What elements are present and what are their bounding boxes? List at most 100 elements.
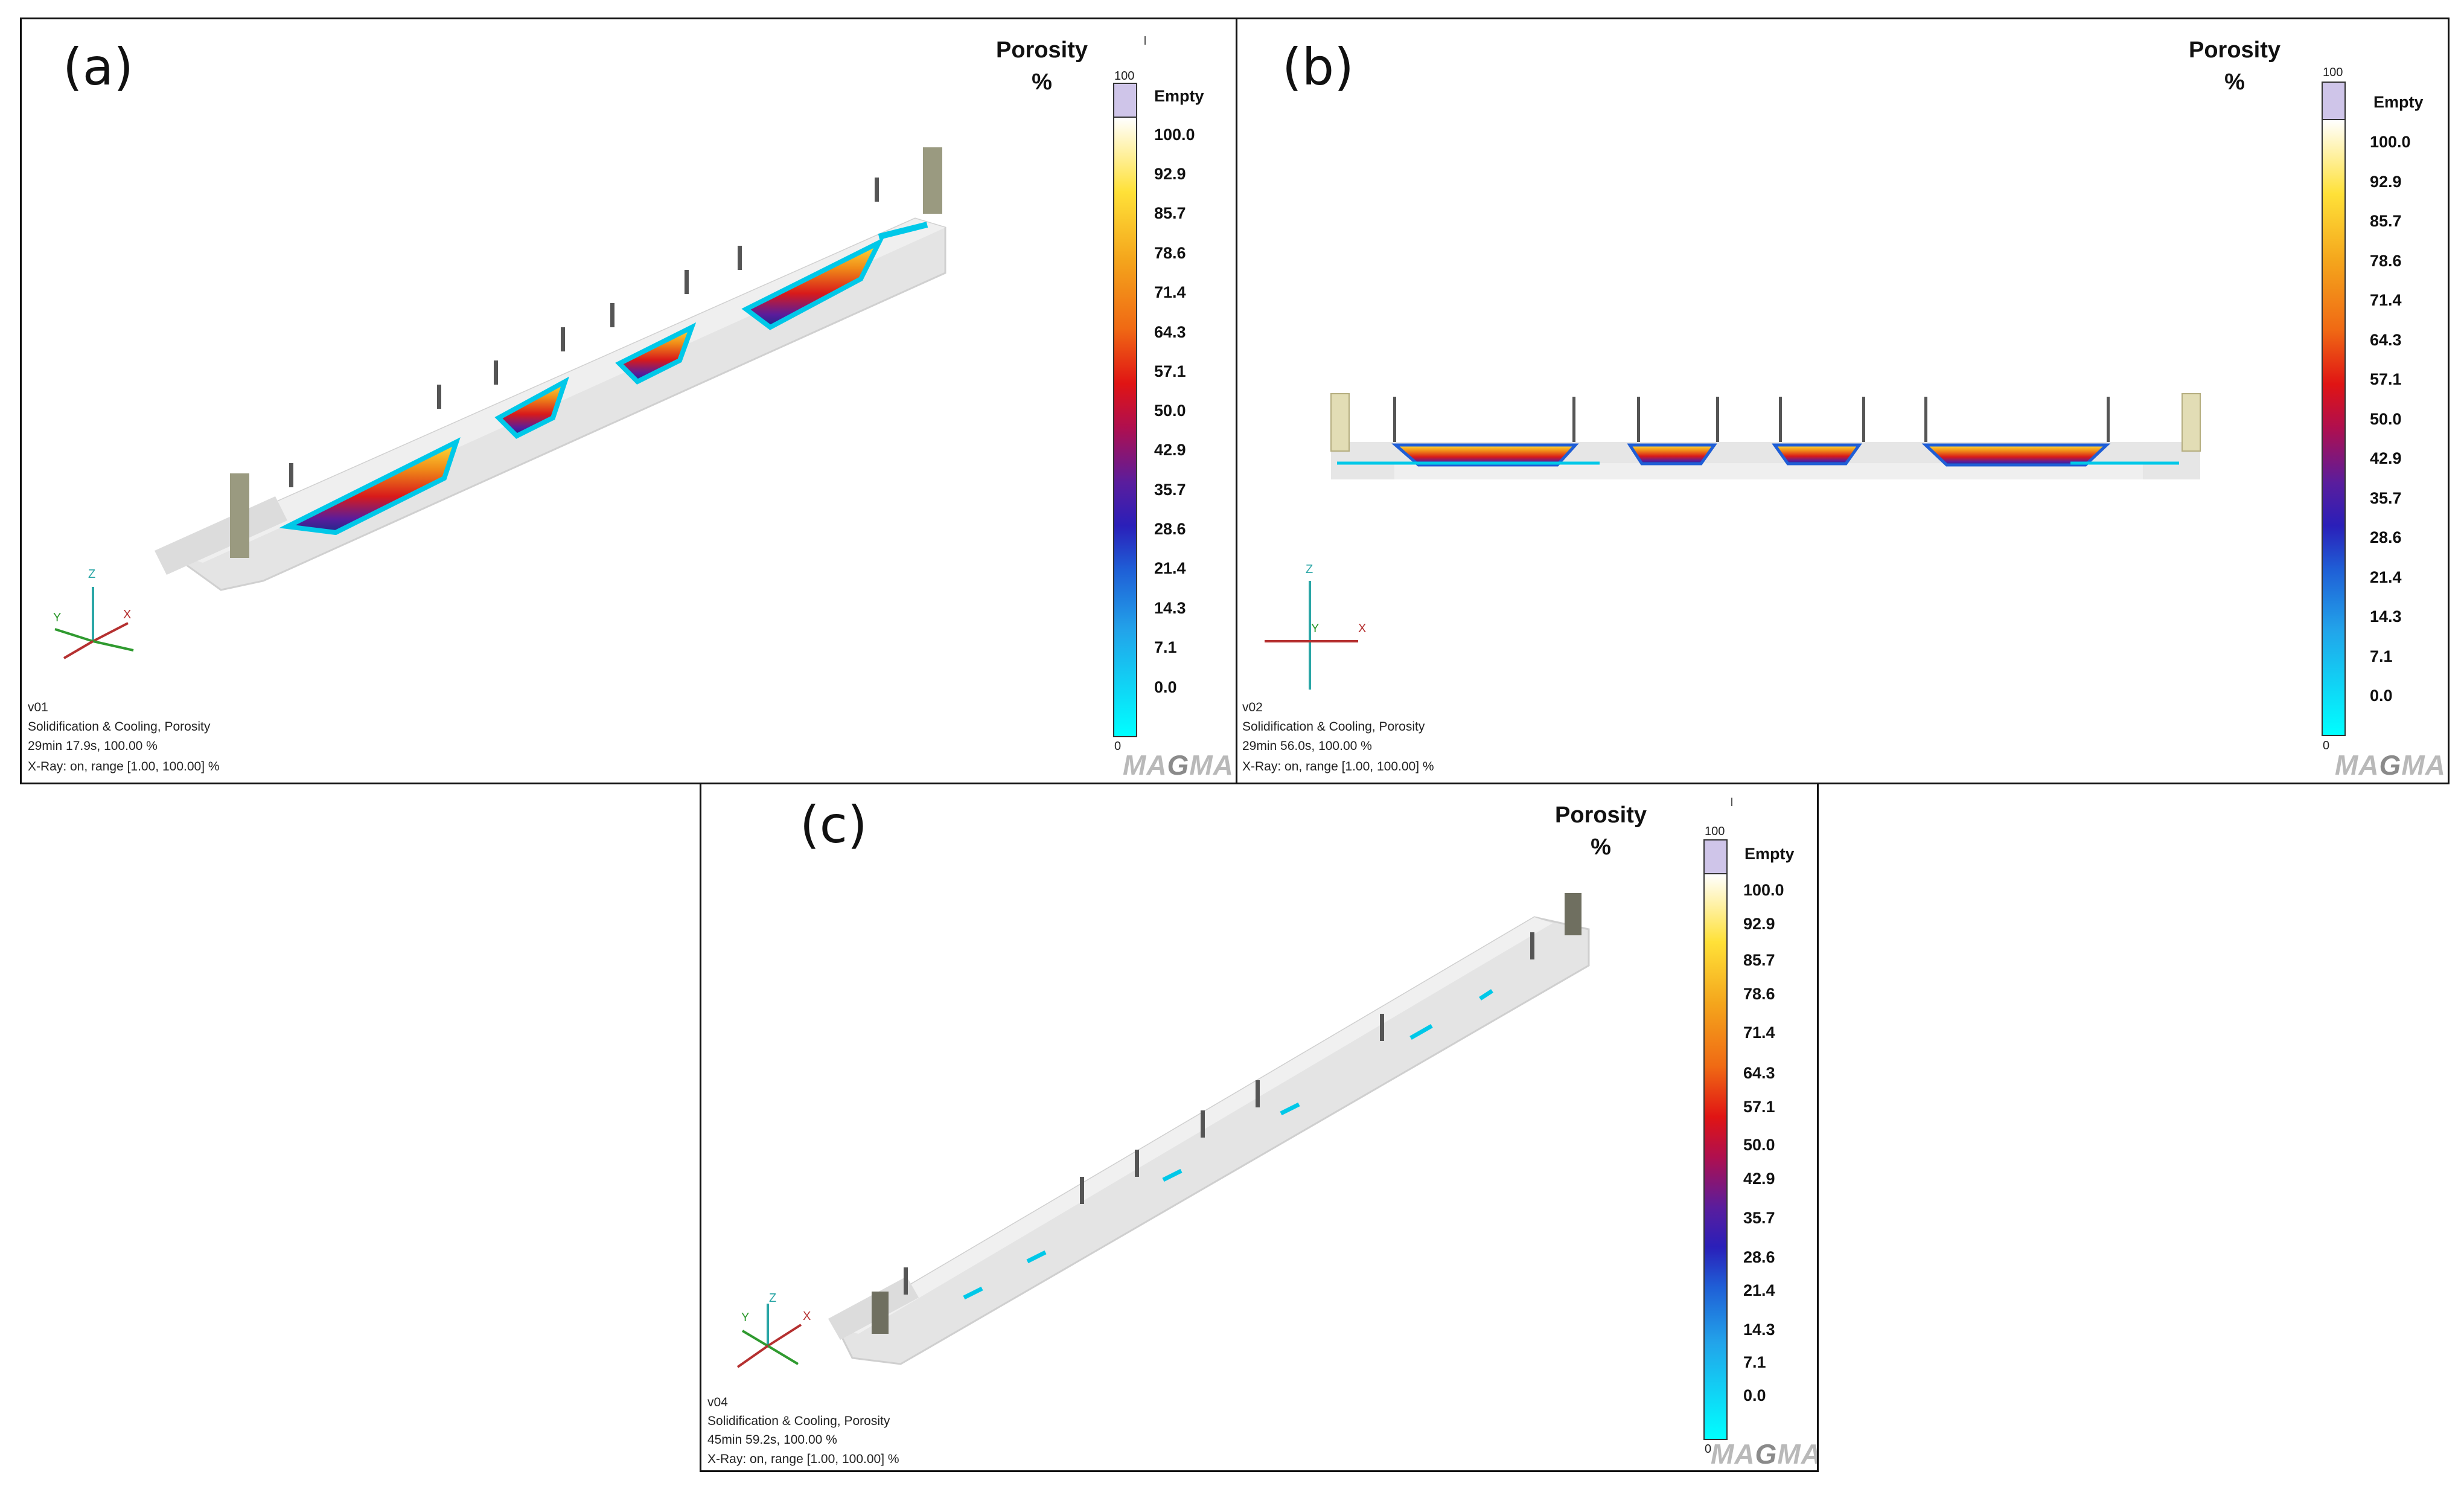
info-version: v02 [1242, 700, 1263, 714]
tick-label: 64.3 [1743, 1064, 1775, 1082]
porosity-pocket [1627, 443, 1717, 466]
tick-label: 100.0 [2370, 133, 2411, 151]
axis-x-label: X [123, 608, 132, 621]
riser [1565, 893, 1581, 935]
tick-label: 100.0 [1154, 126, 1195, 144]
info-time: 29min 17.9s, 100.00 % [28, 739, 158, 753]
logo-part: MA [2401, 749, 2446, 781]
casting-bottom [1394, 463, 2143, 479]
logo-part: G [1755, 1438, 1778, 1470]
casting-side-view [1265, 393, 2201, 690]
colorbar-empty-segment [2322, 82, 2346, 120]
info-result-type: Solidification & Cooling, Porosity [707, 1414, 890, 1428]
casting-top-face [837, 917, 1553, 1334]
porosity-pocket [615, 322, 697, 385]
tick-label: 7.1 [2370, 647, 2393, 665]
panel-letter: (b) [1282, 37, 1354, 97]
magma-logo: MAGMA [1123, 749, 1234, 781]
porosity-pocket [1391, 443, 1579, 467]
info-version: v04 [707, 1395, 728, 1409]
riser [230, 473, 249, 558]
tick-label: 28.6 [1154, 520, 1186, 538]
logo-part: MA [2335, 749, 2379, 781]
legend-empty-label: Empty [1154, 87, 1204, 105]
casting-3d-view [736, 893, 1590, 1368]
tick-label: 35.7 [1743, 1209, 1775, 1227]
colorbar [2322, 119, 2346, 736]
tick-label: 21.4 [1743, 1281, 1775, 1299]
tick-label: 14.3 [1743, 1321, 1775, 1339]
legend-title: Porosity % [1546, 799, 1655, 863]
legend-empty-label: Empty [2373, 93, 2424, 111]
porosity-trace [878, 222, 928, 240]
tick-label: 71.4 [1154, 283, 1186, 301]
tick-label: 57.1 [2370, 370, 2402, 388]
axis-z-label: Z [769, 1292, 777, 1305]
porosity-pocket [741, 237, 884, 330]
legend-title: Porosity % [2180, 34, 2289, 98]
legend-range-min: 0 [1114, 740, 1122, 753]
legend-unit: % [1591, 834, 1611, 860]
riser [923, 147, 942, 214]
legend-unit: % [1032, 69, 1052, 95]
tick-label: 85.7 [1154, 204, 1186, 222]
tick-label: 64.3 [1154, 323, 1186, 341]
logo-part: MA [1123, 749, 1167, 781]
panel-b: (b) Z Y [1236, 18, 2450, 784]
axis-x-label: X [803, 1310, 811, 1323]
tick-label: 0.0 [1154, 678, 1177, 696]
porosity-pocket [1921, 443, 2111, 467]
tick-label: 14.3 [2370, 607, 2402, 626]
logo-part: MA [1777, 1438, 1819, 1470]
axis-y-label: Y [741, 1311, 750, 1324]
tick-label: 85.7 [2370, 212, 2402, 230]
axis-z-label: Z [88, 568, 96, 581]
porosity-pocket [279, 437, 461, 536]
colorbar-empty-segment [1703, 839, 1728, 874]
axis-y-label: Y [53, 611, 62, 624]
tick-label: 35.7 [2370, 489, 2402, 507]
legend-title-text: Porosity [1554, 802, 1647, 828]
tick-label: 7.1 [1743, 1353, 1766, 1371]
axis-triad [736, 1304, 802, 1368]
legend-title: Porosity % [988, 34, 1096, 98]
tick-label: 71.4 [1743, 1023, 1775, 1042]
tick-label: 57.1 [1154, 362, 1186, 380]
porosity-traces [963, 989, 1493, 1300]
magma-logo: MAGMA [2335, 749, 2446, 781]
tick-label: 100.0 [1743, 881, 1784, 899]
logo-part: G [2379, 749, 2402, 781]
axis-triad [54, 587, 134, 659]
axis-x-label: X [1358, 622, 1367, 635]
logo-part: MA [1711, 1438, 1755, 1470]
tick-label: 50.0 [1154, 402, 1186, 420]
tick-label: 64.3 [2370, 331, 2402, 349]
panel-c: (c) [700, 783, 1819, 1472]
colorbar-empty-segment [1113, 83, 1137, 118]
riser [872, 1292, 889, 1334]
tick-label: 50.0 [1743, 1136, 1775, 1154]
legend-unit: % [2224, 69, 2245, 95]
tick-label: 35.7 [1154, 481, 1186, 499]
tick-label: 92.9 [2370, 173, 2402, 191]
info-xray: X-Ray: on, range [1.00, 100.00] % [707, 1452, 899, 1466]
tick-label: 78.6 [1154, 244, 1186, 262]
legend-marker [1731, 798, 1732, 806]
tick-label: 50.0 [2370, 410, 2402, 428]
info-xray: X-Ray: on, range [1.00, 100.00] % [28, 760, 220, 773]
tick-label: 42.9 [1154, 441, 1186, 459]
panel-a: (a) [20, 18, 1237, 784]
logo-part: G [1167, 749, 1190, 781]
info-result-type: Solidification & Cooling, Porosity [28, 720, 211, 734]
legend-marker [1144, 36, 1146, 45]
legend-range-max: 100 [2323, 66, 2343, 79]
tick-label: 28.6 [1743, 1248, 1775, 1266]
tick-label: 21.4 [2370, 568, 2402, 586]
panel-letter: (a) [63, 37, 134, 97]
tick-label: 85.7 [1743, 951, 1775, 969]
tick-label: 0.0 [2370, 687, 2393, 705]
tick-label: 28.6 [2370, 528, 2402, 546]
casting-body [836, 916, 1590, 1365]
vent-group [904, 932, 1534, 1295]
panel-letter: (c) [800, 795, 867, 854]
